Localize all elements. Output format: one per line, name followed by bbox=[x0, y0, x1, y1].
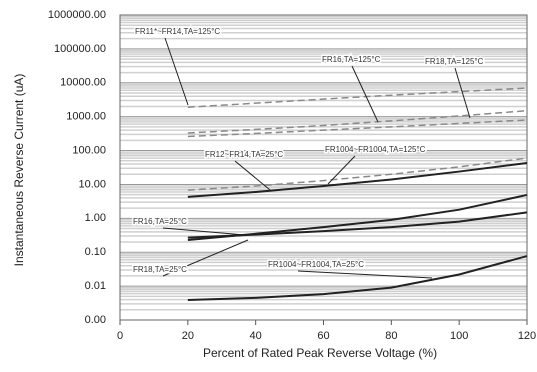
annotation: FR1004~FR1004,TA=25°C bbox=[268, 260, 364, 269]
x-tick-label: 80 bbox=[385, 330, 397, 342]
annotation-arrow bbox=[162, 227, 246, 236]
y-tick-label: 100000.00 bbox=[54, 43, 106, 55]
x-tick-label: 120 bbox=[518, 330, 536, 342]
annotation-arrow bbox=[454, 67, 471, 119]
series-line bbox=[187, 87, 528, 108]
annotation: FR18,TA=125°C bbox=[425, 57, 484, 66]
plot-frame bbox=[119, 14, 528, 321]
x-axis-label: Percent of Rated Peak Reverse Voltage (%… bbox=[203, 346, 437, 360]
y-tick-label: 10000.00 bbox=[60, 77, 106, 89]
annotation: FR18,TA=25°C bbox=[133, 265, 187, 274]
annotation-arrow bbox=[351, 65, 379, 123]
annotation: FR12~FR14,TA=25°C bbox=[205, 150, 283, 159]
series-line bbox=[187, 255, 528, 301]
y-tick-label: 0.10 bbox=[85, 246, 106, 258]
y-tick-label: 1000000.00 bbox=[48, 9, 106, 21]
annotation-arrow bbox=[297, 270, 433, 279]
annotation: FR16,TA=125°C bbox=[322, 55, 381, 64]
annotation-arrow bbox=[234, 160, 271, 191]
x-tick-label: 20 bbox=[182, 330, 194, 342]
series-line bbox=[187, 211, 528, 239]
x-tick-label: 40 bbox=[250, 330, 262, 342]
y-tick-label: 1000.00 bbox=[66, 111, 106, 123]
x-tick-label: 60 bbox=[317, 330, 329, 342]
y-tick-label: 0.01 bbox=[85, 280, 106, 292]
series-line bbox=[187, 109, 528, 134]
x-tick-label: 0 bbox=[117, 330, 123, 342]
annotation: FR16,TA=25°C bbox=[133, 217, 187, 226]
y-tick-label: 100.00 bbox=[72, 144, 106, 156]
series-line bbox=[187, 161, 528, 198]
series-line bbox=[187, 119, 528, 138]
annotation-arrow bbox=[164, 37, 189, 106]
y-axis-label: Instantaneous Reverse Current (uA) bbox=[12, 74, 26, 267]
x-tick-label: 100 bbox=[450, 330, 468, 342]
annotation: FR11*~FR14,TA=125°C bbox=[135, 27, 220, 36]
annotation: FR1004~FR1004,TA=125°C bbox=[325, 145, 426, 154]
annotation-arrow bbox=[327, 155, 356, 185]
annotation-arrow bbox=[162, 239, 249, 277]
y-tick-label: 0.00 bbox=[85, 314, 106, 326]
series-line bbox=[187, 157, 528, 191]
y-tick-label: 10.00 bbox=[78, 178, 106, 190]
y-tick-label: 1.00 bbox=[85, 212, 106, 224]
